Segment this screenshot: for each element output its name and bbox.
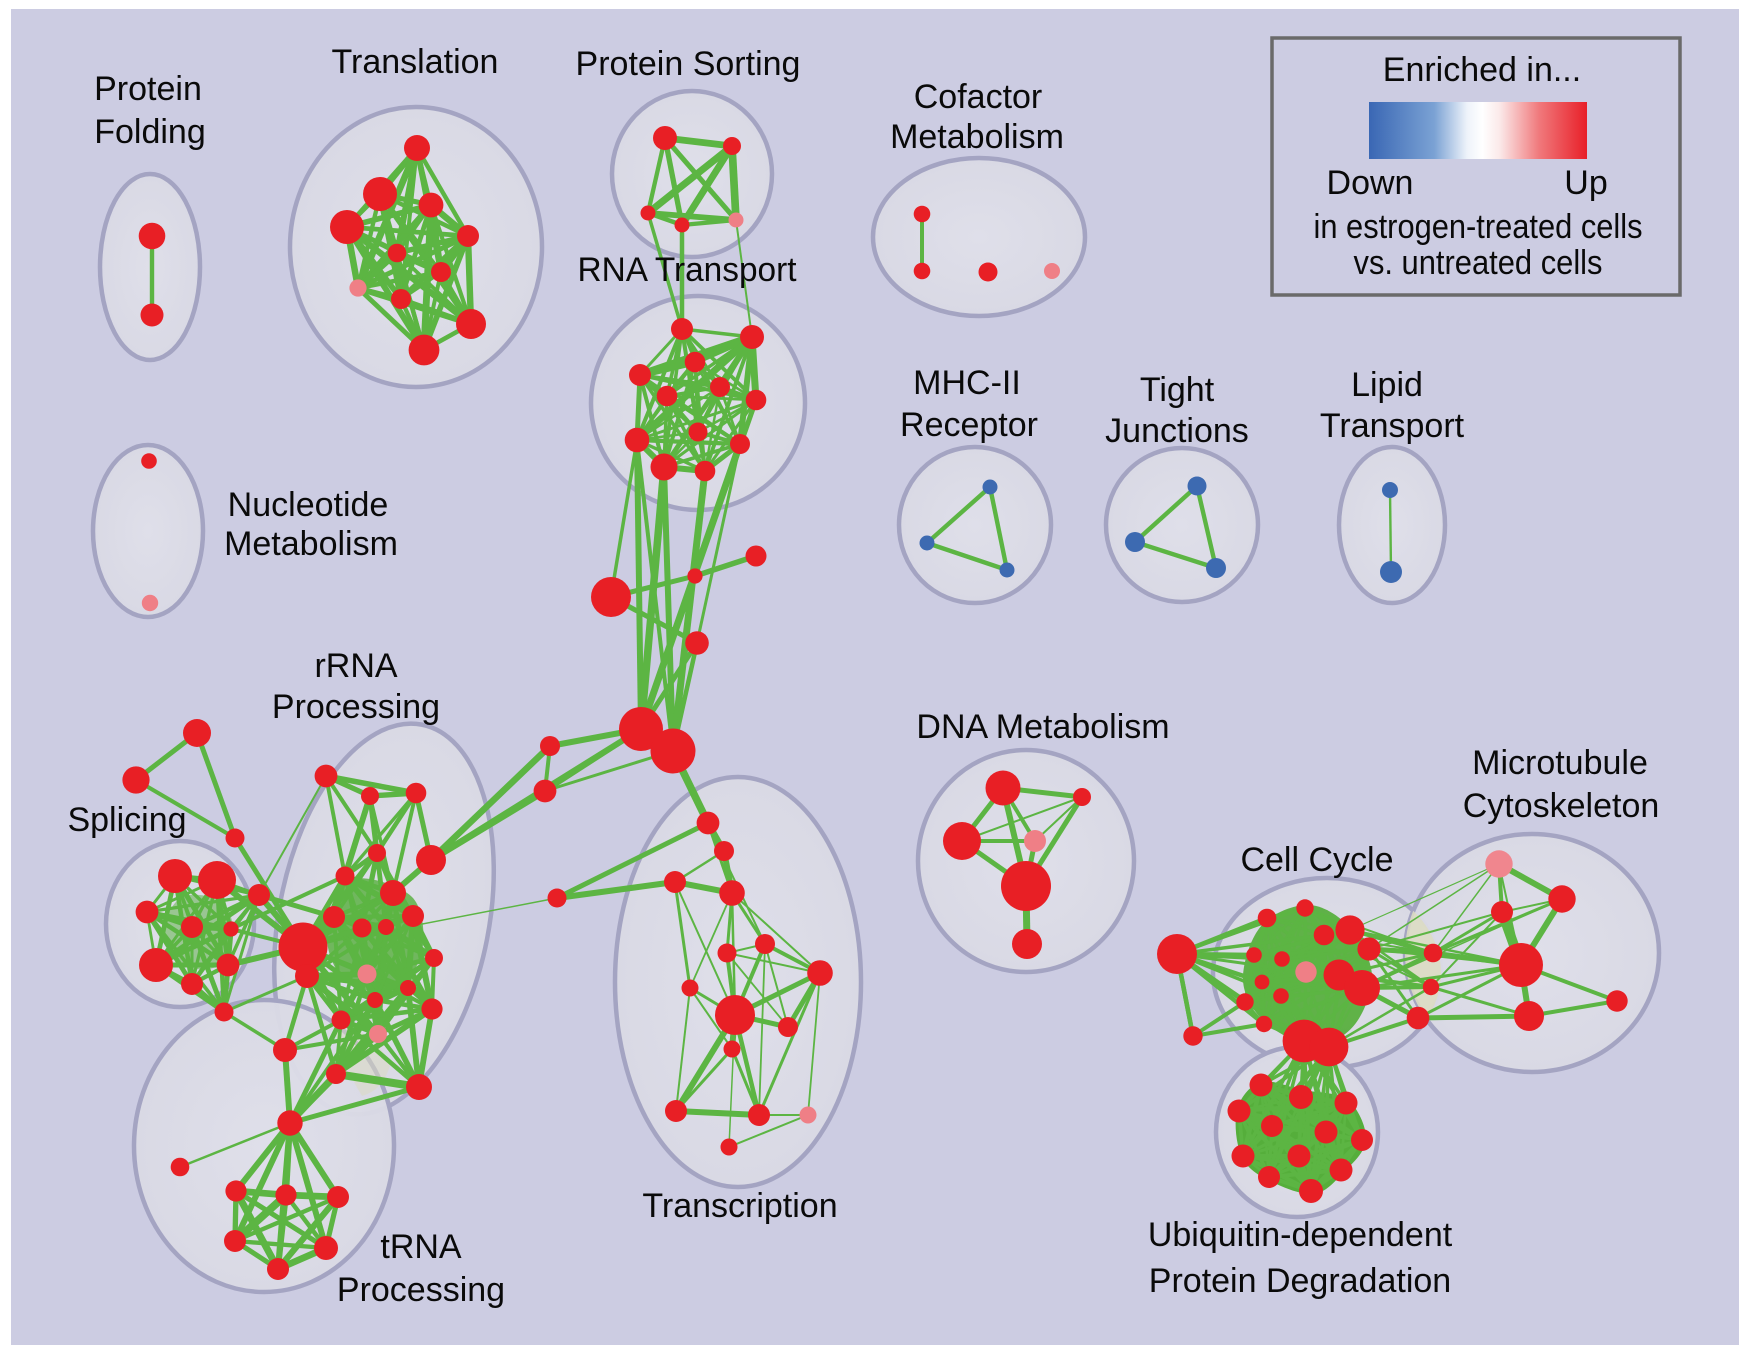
svg-text:Cofactor: Cofactor <box>914 78 1043 116</box>
svg-text:Protein Sorting: Protein Sorting <box>576 45 801 83</box>
svg-text:Enriched in...: Enriched in... <box>1383 51 1581 89</box>
svg-text:Transcription: Transcription <box>642 1187 837 1225</box>
svg-text:Tight: Tight <box>1140 371 1215 409</box>
svg-text:Folding: Folding <box>94 113 206 151</box>
svg-text:Processing: Processing <box>272 688 440 726</box>
svg-text:in estrogen-treated cells: in estrogen-treated cells <box>1314 208 1643 246</box>
svg-text:Translation: Translation <box>332 43 499 81</box>
svg-text:RNA Transport: RNA Transport <box>578 251 798 289</box>
svg-text:Receptor: Receptor <box>900 406 1038 444</box>
svg-text:Metabolism: Metabolism <box>224 525 398 563</box>
svg-text:Protein: Protein <box>94 70 202 108</box>
svg-text:Ubiquitin-dependent: Ubiquitin-dependent <box>1148 1216 1453 1254</box>
svg-text:Cytoskeleton: Cytoskeleton <box>1463 787 1660 825</box>
svg-text:DNA Metabolism: DNA Metabolism <box>916 708 1169 746</box>
svg-text:Junctions: Junctions <box>1105 412 1249 450</box>
svg-text:Protein Degradation: Protein Degradation <box>1149 1262 1451 1300</box>
svg-text:Up: Up <box>1564 164 1607 202</box>
svg-text:MHC-II: MHC-II <box>913 364 1021 402</box>
svg-text:Splicing: Splicing <box>67 801 186 839</box>
svg-text:Lipid: Lipid <box>1351 366 1423 404</box>
svg-text:Down: Down <box>1327 164 1414 202</box>
svg-text:Metabolism: Metabolism <box>890 118 1064 156</box>
svg-text:tRNA: tRNA <box>380 1228 462 1266</box>
svg-text:Nucleotide: Nucleotide <box>228 486 389 524</box>
svg-text:vs. untreated cells: vs. untreated cells <box>1354 244 1603 282</box>
svg-text:Transport: Transport <box>1320 407 1465 445</box>
svg-text:rRNA: rRNA <box>314 647 397 685</box>
svg-text:Microtubule: Microtubule <box>1472 744 1648 782</box>
svg-text:Processing: Processing <box>337 1271 505 1309</box>
svg-text:Cell Cycle: Cell Cycle <box>1240 841 1393 879</box>
